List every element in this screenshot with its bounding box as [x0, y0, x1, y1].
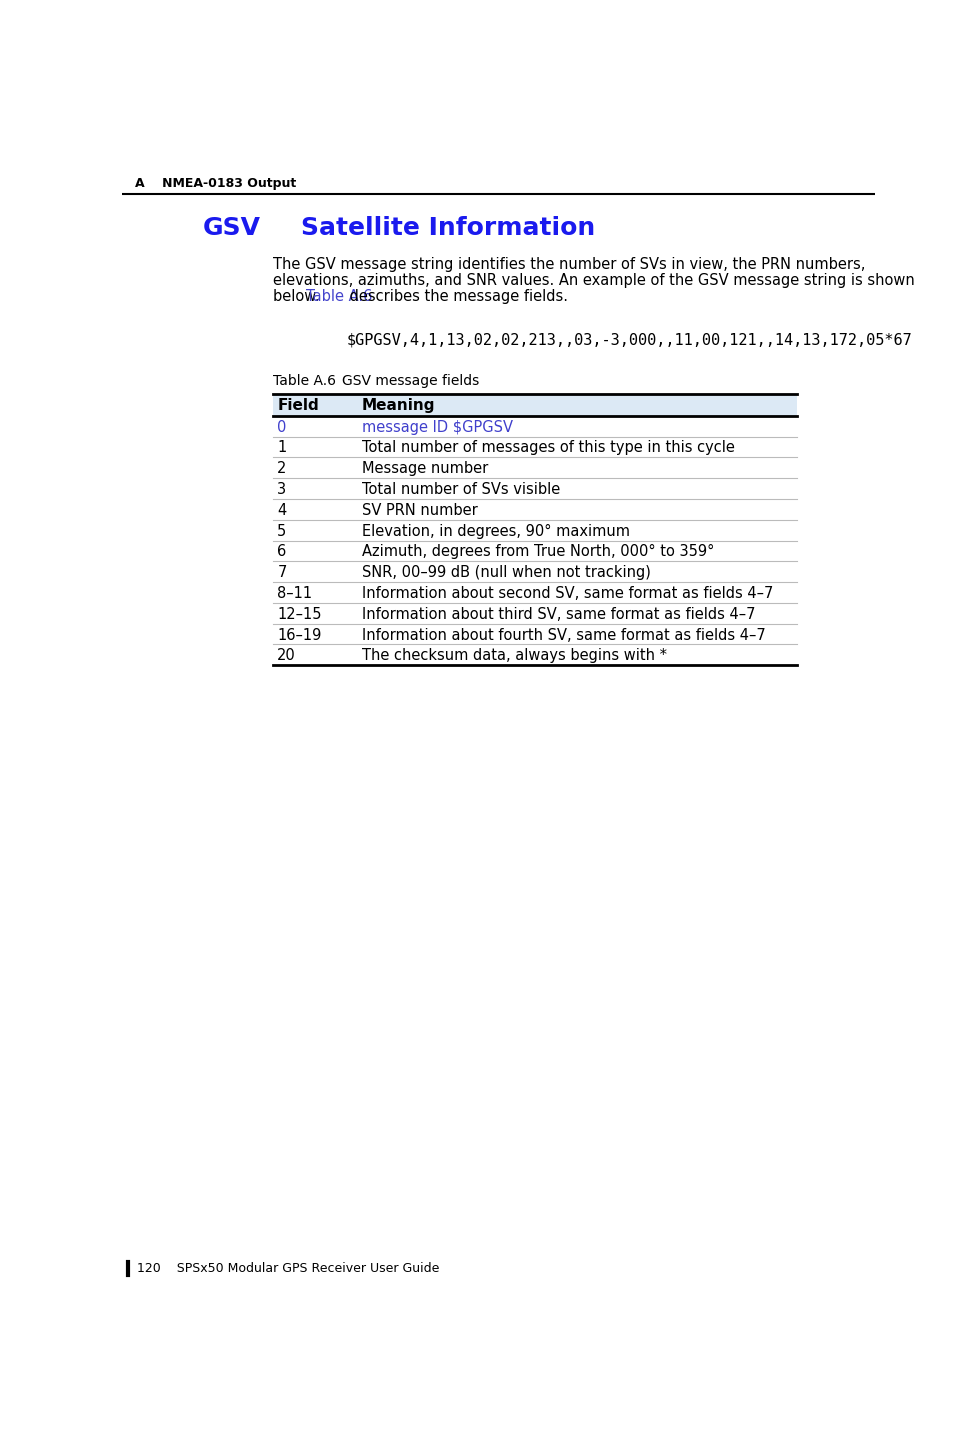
Text: GSV: GSV [203, 216, 260, 240]
Text: Table A.6: Table A.6 [272, 374, 335, 388]
Text: Total number of messages of this type in this cycle: Total number of messages of this type in… [362, 440, 735, 456]
Text: Meaning: Meaning [362, 398, 435, 412]
Text: Message number: Message number [362, 461, 488, 476]
Text: 0: 0 [277, 420, 287, 434]
Text: Satellite Information: Satellite Information [301, 216, 596, 240]
Text: message ID $GPGSV: message ID $GPGSV [362, 420, 513, 434]
Text: A    NMEA-0183 Output: A NMEA-0183 Output [135, 177, 296, 190]
Text: 3: 3 [277, 481, 287, 497]
Text: The GSV message string identifies the number of SVs in view, the PRN numbers,: The GSV message string identifies the nu… [272, 257, 865, 272]
Text: Total number of SVs visible: Total number of SVs visible [362, 481, 560, 497]
Text: 12–15: 12–15 [277, 606, 322, 622]
Text: 1: 1 [277, 440, 287, 456]
Text: GSV message fields: GSV message fields [342, 374, 479, 388]
Text: Elevation, in degrees, 90° maximum: Elevation, in degrees, 90° maximum [362, 523, 630, 539]
Text: 2: 2 [277, 461, 287, 476]
Text: 20: 20 [277, 648, 296, 664]
Text: $GPGSV,4,1,13,02,02,213,,03,-3,000,,11,00,121,,14,13,172,05*67: $GPGSV,4,1,13,02,02,213,,03,-3,000,,11,0… [346, 332, 912, 348]
Text: 16–19: 16–19 [277, 628, 322, 642]
Text: 120    SPSx50 Modular GPS Receiver User Guide: 120 SPSx50 Modular GPS Receiver User Gui… [137, 1262, 439, 1275]
Bar [272, 394, 797, 415]
Text: describes the message fields.: describes the message fields. [345, 289, 568, 305]
Text: Information about fourth SV, same format as fields 4–7: Information about fourth SV, same format… [362, 628, 766, 642]
Text: Information about third SV, same format as fields 4–7: Information about third SV, same format … [362, 606, 755, 622]
Text: elevations, azimuths, and SNR values. An example of the GSV message string is sh: elevations, azimuths, and SNR values. An… [272, 273, 915, 289]
Text: 8–11: 8–11 [277, 586, 312, 601]
Text: 4: 4 [277, 503, 287, 517]
Text: 7: 7 [277, 565, 287, 581]
Text: Azimuth, degrees from True North, 000° to 359°: Azimuth, degrees from True North, 000° t… [362, 545, 714, 559]
Text: Field: Field [277, 398, 319, 412]
Text: Table A.6: Table A.6 [306, 289, 372, 305]
Text: The checksum data, always begins with *: The checksum data, always begins with * [362, 648, 667, 664]
Text: Information about second SV, same format as fields 4–7: Information about second SV, same format… [362, 586, 773, 601]
Text: SV PRN number: SV PRN number [362, 503, 477, 517]
Text: 6: 6 [277, 545, 287, 559]
Text: below.: below. [272, 289, 324, 305]
Text: SNR, 00–99 dB (null when not tracking): SNR, 00–99 dB (null when not tracking) [362, 565, 650, 581]
Text: 5: 5 [277, 523, 287, 539]
